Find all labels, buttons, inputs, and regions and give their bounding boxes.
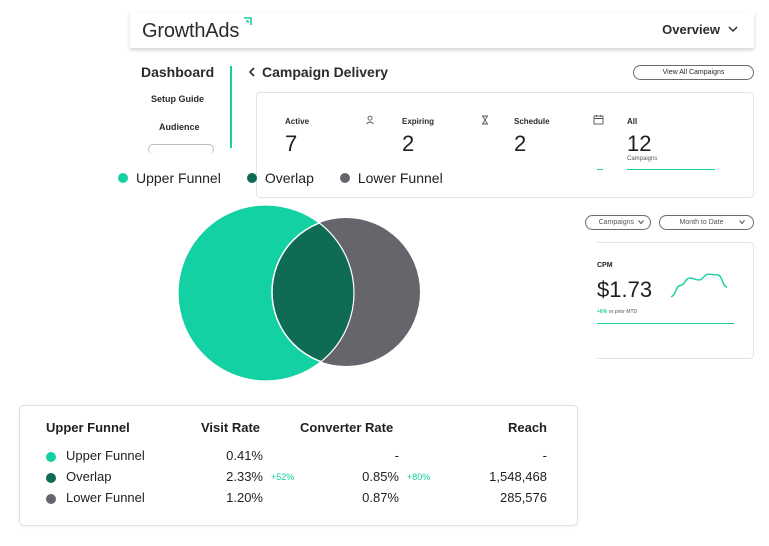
- cpm-delta-row: +6% vs prior MTD: [597, 309, 637, 315]
- page-title: Campaign Delivery: [248, 64, 388, 80]
- chevron-down-icon: [739, 220, 745, 225]
- stat-value-active: 7: [285, 131, 298, 156]
- cpm-card: CPM $1.73 +6% vs prior MTD: [597, 242, 754, 359]
- sidebar-item-setup-guide[interactable]: Setup Guide: [151, 94, 205, 104]
- cpm-trend-line: [670, 273, 728, 298]
- cpm-underline: [597, 323, 734, 324]
- top-bar: GrowthAds Overview: [130, 12, 754, 48]
- row-converter-rate: -: [394, 448, 399, 463]
- row-visit-rate: 1.20%: [226, 490, 263, 505]
- legend-label: Upper Funnel: [136, 170, 221, 186]
- view-all-campaigns-button[interactable]: View All Campaigns: [633, 65, 754, 80]
- legend-dot: [118, 173, 128, 183]
- sidebar-item-audience[interactable]: Audience: [159, 122, 200, 132]
- chevron-down-icon: [728, 26, 738, 33]
- legend-item-overlap: Overlap: [246, 170, 314, 186]
- venn-diagram: [177, 204, 420, 382]
- row-converter-rate: 0.85%: [362, 469, 399, 484]
- row-converter-delta: +80%: [407, 472, 431, 482]
- row-name: Lower Funnel: [66, 490, 145, 505]
- venn-overlap-outline: [177, 204, 355, 382]
- stat-label-expiring: Expiring: [402, 117, 435, 126]
- funnel-table: Upper Funnel Visit Rate Converter Rate R…: [19, 405, 578, 526]
- table-row: Upper Funnel 0.41% - -: [20, 448, 577, 466]
- stat-value-expiring: 2: [402, 131, 415, 156]
- row-reach: 285,576: [500, 490, 547, 505]
- cpm-label: CPM: [597, 262, 613, 269]
- table-header-converter-rate: Converter Rate: [300, 420, 394, 435]
- table-row: Overlap 2.33% +52% 0.85% +80% 1,548,468: [20, 469, 577, 487]
- logo[interactable]: GrowthAds: [142, 20, 240, 42]
- stat-value-schedule: 2: [514, 131, 527, 156]
- sidebar-title[interactable]: Dashboard: [141, 64, 215, 80]
- calendar-icon: [593, 115, 604, 125]
- row-visit-delta: +52%: [271, 472, 295, 482]
- venn-legend: Upper Funnel Overlap Lower Funnel: [118, 170, 443, 186]
- sidebar-active-indicator: [230, 66, 232, 148]
- hourglass-icon: [482, 115, 488, 125]
- table-header-visit-rate: Visit Rate: [201, 420, 261, 435]
- page-title-text: Campaign Delivery: [262, 64, 389, 80]
- legend-label: Overlap: [264, 170, 314, 186]
- row-visit-rate: 0.41%: [226, 448, 263, 463]
- arrow-up-right-icon: [244, 17, 252, 25]
- legend-item-upper-funnel: Upper Funnel: [118, 170, 221, 186]
- chevron-down-icon: [638, 220, 644, 225]
- legend-dot: [339, 173, 350, 183]
- legend-label: Lower Funnel: [357, 170, 443, 186]
- row-name: Upper Funnel: [66, 448, 145, 463]
- stats-card: Active 7 Expiring 2 Schedule 2 All 12 Ca…: [256, 92, 754, 198]
- legend-item-lower-funnel: Lower Funnel: [339, 170, 443, 186]
- chevron-left-icon[interactable]: [248, 67, 256, 77]
- campaigns-filter[interactable]: Campaigns: [585, 215, 651, 230]
- cpm-delta: +6%: [597, 309, 608, 315]
- table-row: Lower Funnel 1.20% 0.87% 285,576: [20, 490, 577, 508]
- stat-sub-all: Campaigns: [627, 156, 658, 162]
- row-color-dot: [46, 494, 56, 504]
- cpm-trend-path: [670, 273, 728, 298]
- month-to-date-filter[interactable]: Month to Date: [659, 215, 754, 230]
- row-reach: -: [542, 448, 547, 463]
- row-converter-rate: 0.87%: [362, 490, 399, 505]
- legend-dot: [246, 173, 257, 183]
- overview-label: Overview: [662, 22, 720, 37]
- row-name: Overlap: [66, 469, 112, 484]
- user-icon: [366, 115, 374, 125]
- month-to-date-label: Month to Date: [679, 219, 724, 226]
- stat-underline-all: [627, 169, 715, 170]
- table-header-reach: Reach: [507, 420, 547, 435]
- table-header-segment: Upper Funnel: [46, 420, 130, 435]
- cpm-delta-note: vs prior MTD: [608, 309, 638, 315]
- stat-underline-schedule: [597, 169, 603, 170]
- overview-dropdown[interactable]: Overview: [662, 22, 738, 37]
- stat-value-all: 12: [627, 131, 652, 156]
- stat-label-all: All: [627, 117, 638, 126]
- row-visit-rate: 2.33%: [226, 469, 263, 484]
- cpm-value: $1.73: [597, 277, 653, 302]
- row-reach: 1,548,468: [489, 469, 547, 484]
- stat-label-active: Active: [285, 117, 310, 126]
- row-color-dot: [46, 452, 56, 462]
- stat-label-schedule: Schedule: [514, 117, 550, 126]
- row-color-dot: [46, 473, 56, 483]
- campaigns-filter-label: Campaigns: [598, 219, 634, 226]
- sidebar-item-pill[interactable]: [148, 144, 214, 154]
